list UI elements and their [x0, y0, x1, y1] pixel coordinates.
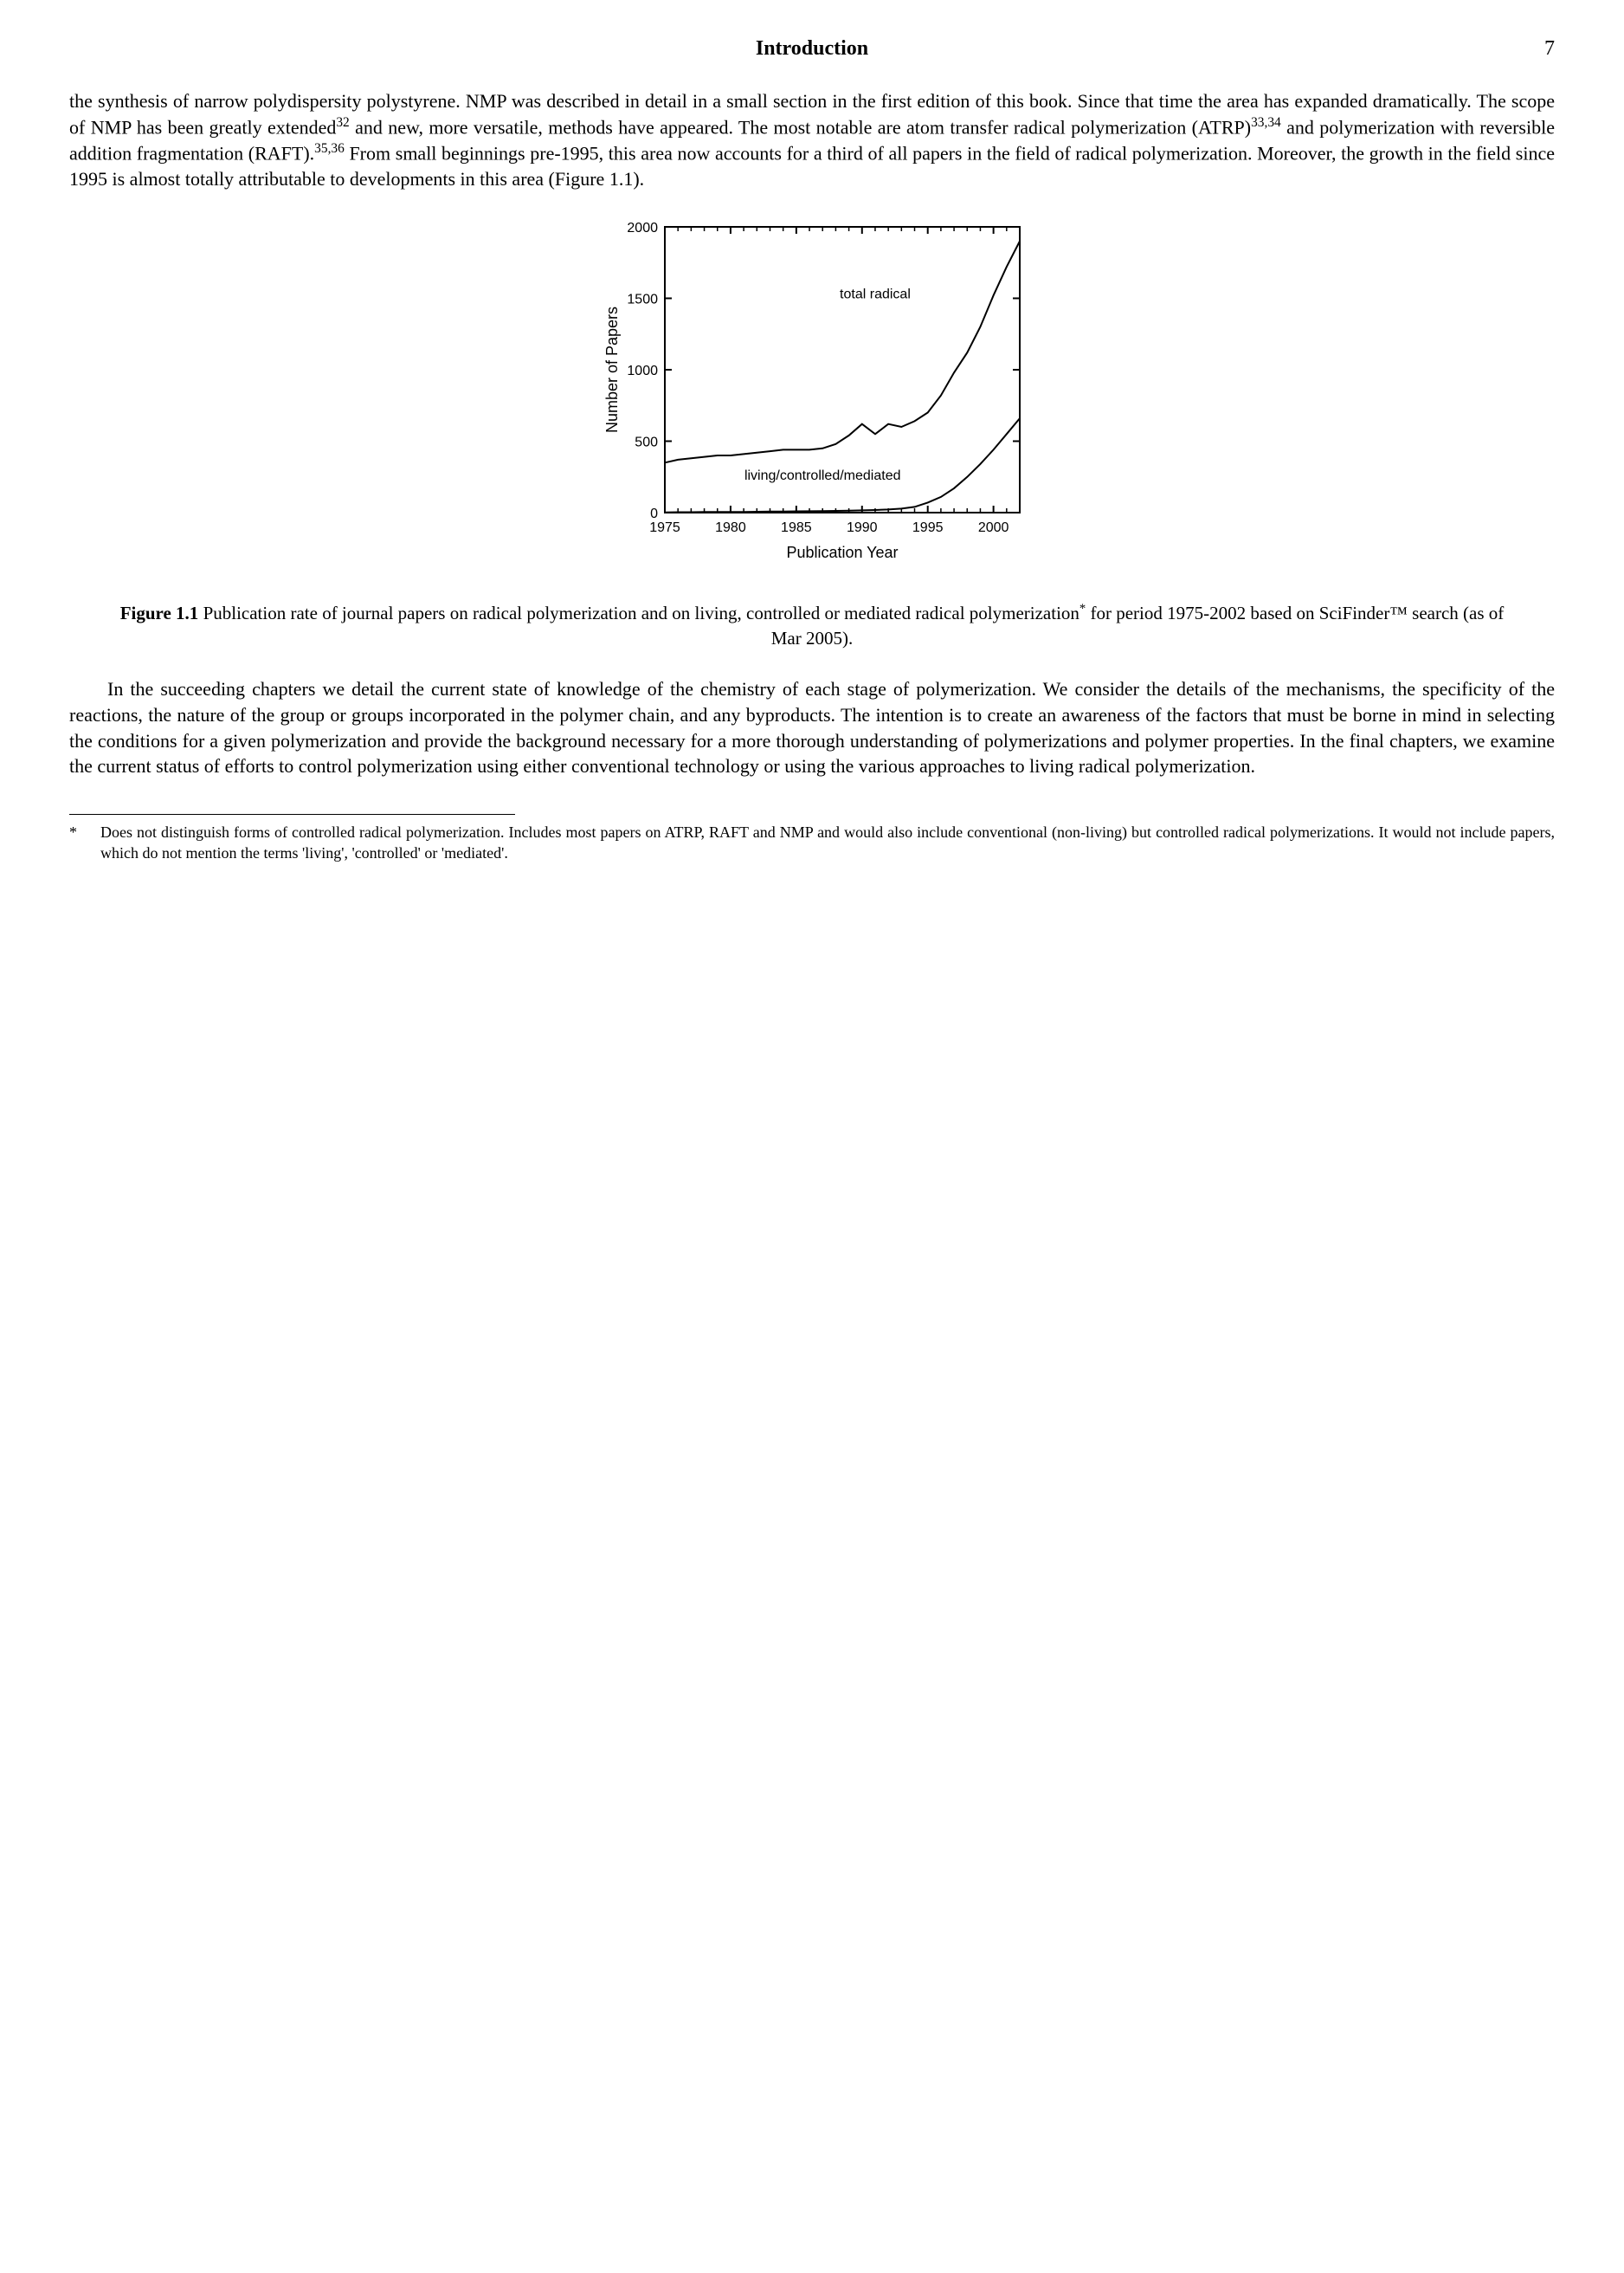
svg-text:2000: 2000 — [627, 221, 658, 236]
svg-text:1995: 1995 — [912, 520, 944, 535]
paragraph-2: In the succeeding chapters we detail the… — [69, 676, 1555, 779]
svg-text:1500: 1500 — [627, 292, 658, 307]
svg-text:total radical: total radical — [840, 287, 911, 301]
svg-text:1985: 1985 — [781, 520, 812, 535]
svg-text:1980: 1980 — [715, 520, 746, 535]
chart-svg: 0 500 1000 1500 2000 1975 1980 1985 1990 1995 2000… — [587, 210, 1037, 573]
footnote-marker: * — [69, 822, 100, 864]
footnote: * Does not distinguish forms of controll… — [69, 822, 1555, 864]
svg-text:1000: 1000 — [627, 364, 658, 378]
figure-caption: Figure 1.1 Publication rate of journal p… — [104, 601, 1520, 650]
svg-text:1975: 1975 — [649, 520, 680, 535]
svg-text:1990: 1990 — [847, 520, 878, 535]
footnote-separator — [69, 814, 515, 815]
svg-text:Number of Papers: Number of Papers — [603, 307, 621, 433]
page-header: Introduction 7 — [69, 35, 1555, 62]
svg-text:living/controlled/mediated: living/controlled/mediated — [744, 468, 901, 483]
svg-text:0: 0 — [650, 507, 658, 521]
svg-text:500: 500 — [635, 435, 658, 449]
line-chart: 0 500 1000 1500 2000 1975 1980 1985 1990 1995 2000… — [587, 210, 1037, 580]
paragraph-1: the synthesis of narrow polydispersity p… — [69, 88, 1555, 191]
svg-text:Publication Year: Publication Year — [786, 544, 898, 561]
header-title: Introduction — [756, 37, 868, 60]
footnote-text: Does not distinguish forms of controlled… — [100, 822, 1555, 864]
svg-text:2000: 2000 — [978, 520, 1009, 535]
page-number: 7 — [1544, 35, 1555, 62]
figure-1-1: 0 500 1000 1500 2000 1975 1980 1985 1990 1995 2000… — [69, 210, 1555, 580]
